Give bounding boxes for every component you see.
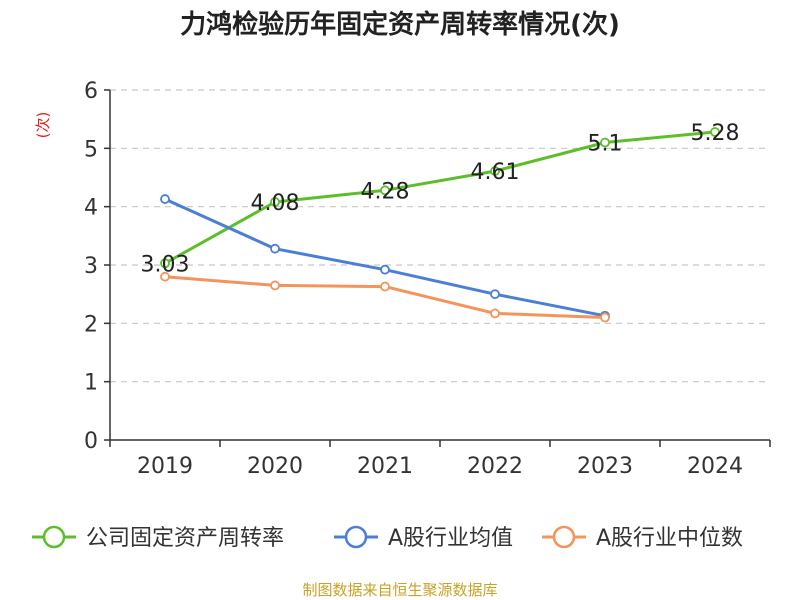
axes: 0 1 2 3 4 5 6 2019 2020 2021 2022 2023 2024 [84,79,771,479]
legend[interactable]: 公司固定资产周转率 A股行业均值 A股行业中位数 [32,525,743,551]
gridlines [110,89,770,383]
y-axis-label: (次) [34,112,52,139]
legend-item-2[interactable]: A股行业中位数 [542,525,743,551]
legend-label: A股行业均值 [388,526,513,551]
data-label: 4.28 [361,179,410,204]
data-point[interactable] [270,243,280,254]
x-tick-label: 2020 [247,454,303,479]
x-tick-label: 2023 [577,454,633,479]
data-point[interactable] [380,281,390,292]
data-label: 4.61 [471,160,520,185]
data-labels: 3.03 4.08 4.28 4.61 5.1 5.28 [141,121,740,277]
data-point[interactable] [160,258,170,269]
data-point[interactable] [490,308,500,319]
y-tick-label: 1 [84,371,98,396]
x-tick-label: 2022 [467,454,523,479]
x-tick-label: 2019 [137,454,193,479]
data-point[interactable] [160,194,170,204]
data-point[interactable] [600,312,610,323]
data-point[interactable] [490,289,500,300]
x-tick-label: 2021 [357,454,413,479]
series-lines [160,127,720,323]
y-tick-label: 4 [84,196,98,221]
y-tick-label: 3 [84,254,98,279]
y-tick-label: 6 [84,79,98,104]
legend-swatch-marker [344,525,368,549]
y-tick-label: 0 [84,429,98,454]
legend-swatch-marker [552,525,576,549]
legend-swatch-marker [42,525,66,549]
data-point[interactable] [600,137,610,148]
y-tick-label: 5 [84,137,98,162]
legend-item-1[interactable]: A股行业均值 [334,525,513,551]
legend-label: A股行业中位数 [596,526,743,551]
data-label: 5.1 [588,132,623,157]
data-label: 5.28 [691,121,740,146]
x-tick-label: 2024 [687,454,743,479]
data-point[interactable] [270,197,280,207]
data-point[interactable] [710,127,720,137]
y-tick-label: 2 [84,312,98,337]
data-label: 4.08 [251,191,300,216]
series-line-0 [163,130,717,265]
data-point[interactable] [490,166,500,176]
data-label: 3.03 [141,252,190,277]
data-point[interactable] [270,280,280,291]
chart-title: 力鸿检验历年固定资产周转率情况(次) [180,9,620,40]
legend-item-0[interactable]: 公司固定资产周转率 [32,525,284,551]
data-point[interactable] [380,264,390,275]
legend-label: 公司固定资产周转率 [86,526,284,551]
data-point[interactable] [380,185,390,196]
source-note: 制图数据来自恒生聚源数据库 [302,581,497,599]
data-point[interactable] [160,271,170,282]
series-line-1 [163,197,607,318]
